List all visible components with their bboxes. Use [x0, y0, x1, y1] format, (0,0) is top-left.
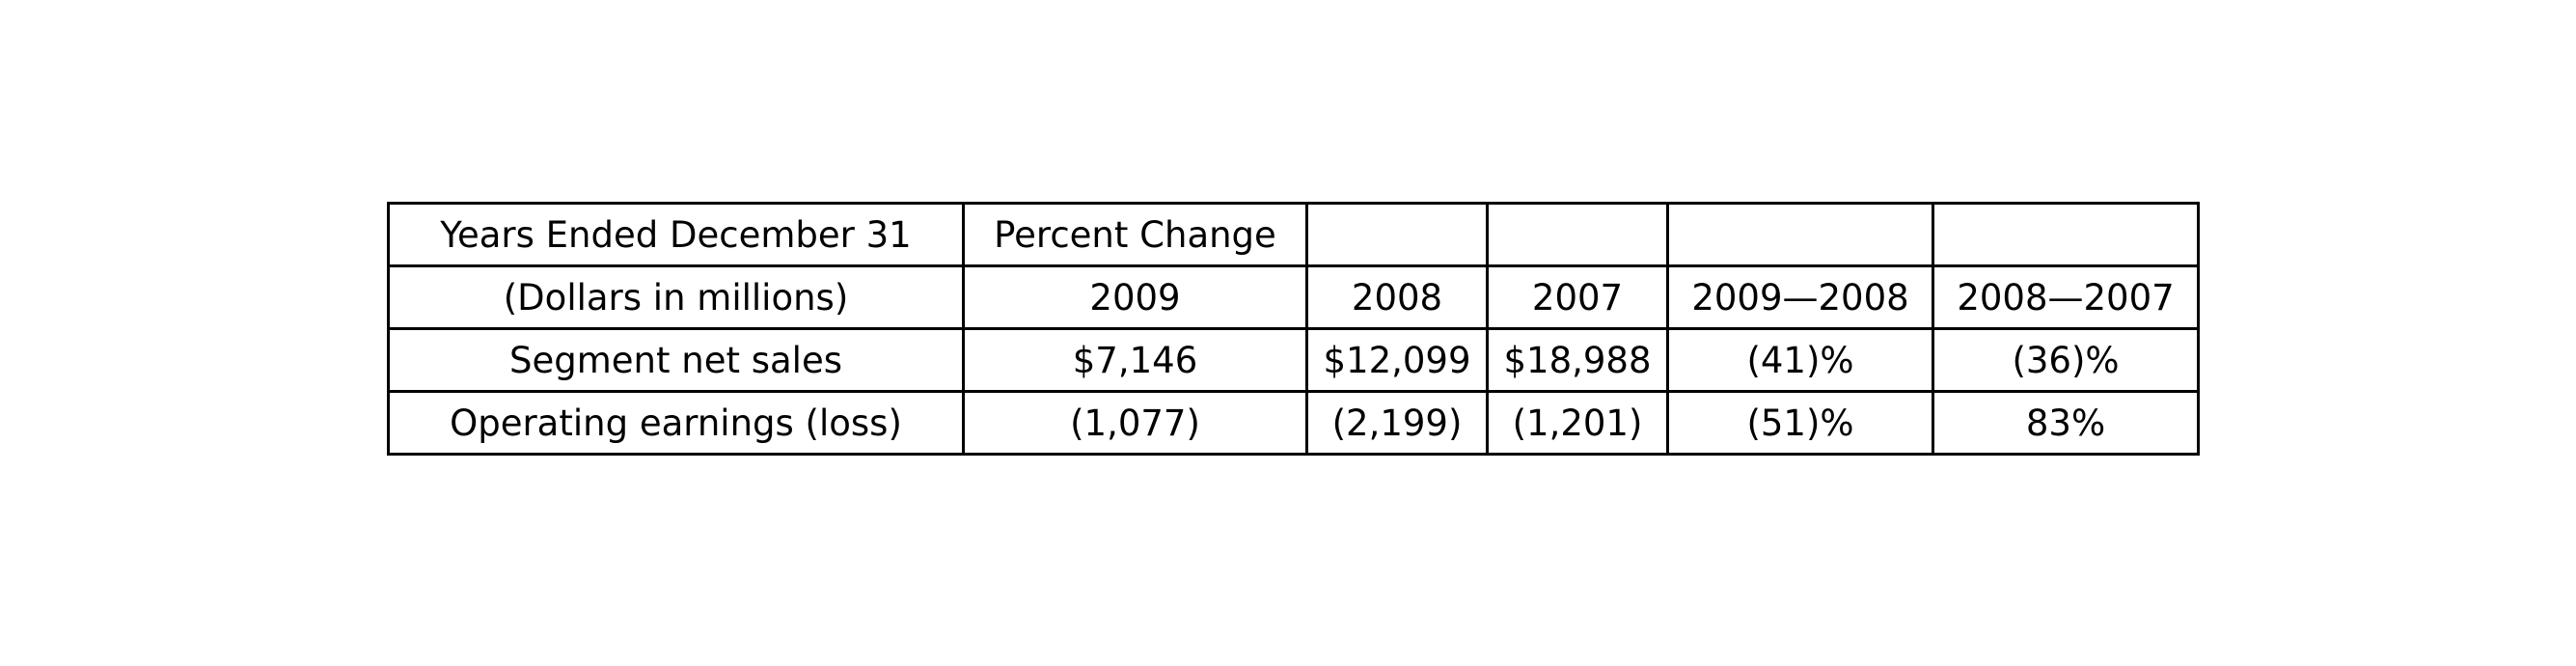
- financial-table: Years Ended December 31 Percent Change (…: [387, 202, 2200, 456]
- table-cell: 2009: [962, 264, 1308, 330]
- table-cell: (2,199): [1305, 390, 1489, 456]
- table-cell: (51)%: [1666, 390, 1934, 456]
- table-cell: $18,988: [1486, 327, 1669, 393]
- table-row: Years Ended December 31 Percent Change: [387, 202, 2200, 267]
- table-cell: $7,146: [962, 327, 1308, 393]
- table-cell: (36)%: [1932, 327, 2200, 393]
- table-cell: [1305, 202, 1489, 267]
- table-cell: 83%: [1932, 390, 2200, 456]
- table-cell: (1,201): [1486, 390, 1669, 456]
- table-cell: [1666, 202, 1934, 267]
- table-cell: Segment net sales: [387, 327, 965, 393]
- table-cell: 2009—2008: [1666, 264, 1934, 330]
- table-row: (Dollars in millions) 2009 2008 2007 200…: [387, 264, 2200, 330]
- table-cell: (41)%: [1666, 327, 1934, 393]
- table-cell: Years Ended December 31: [387, 202, 965, 267]
- table-cell: 2008: [1305, 264, 1489, 330]
- table-cell: 2007: [1486, 264, 1669, 330]
- table-cell: Percent Change: [962, 202, 1308, 267]
- table-cell: (1,077): [962, 390, 1308, 456]
- table-cell: (Dollars in millions): [387, 264, 965, 330]
- table-cell: Operating earnings (loss): [387, 390, 965, 456]
- table-row: Operating earnings (loss) (1,077) (2,199…: [387, 390, 2200, 456]
- table-cell: 2008—2007: [1932, 264, 2200, 330]
- table-cell: $12,099: [1305, 327, 1489, 393]
- table-cell: [1486, 202, 1669, 267]
- table-row: Segment net sales $7,146 $12,099 $18,988…: [387, 327, 2200, 393]
- table-cell: [1932, 202, 2200, 267]
